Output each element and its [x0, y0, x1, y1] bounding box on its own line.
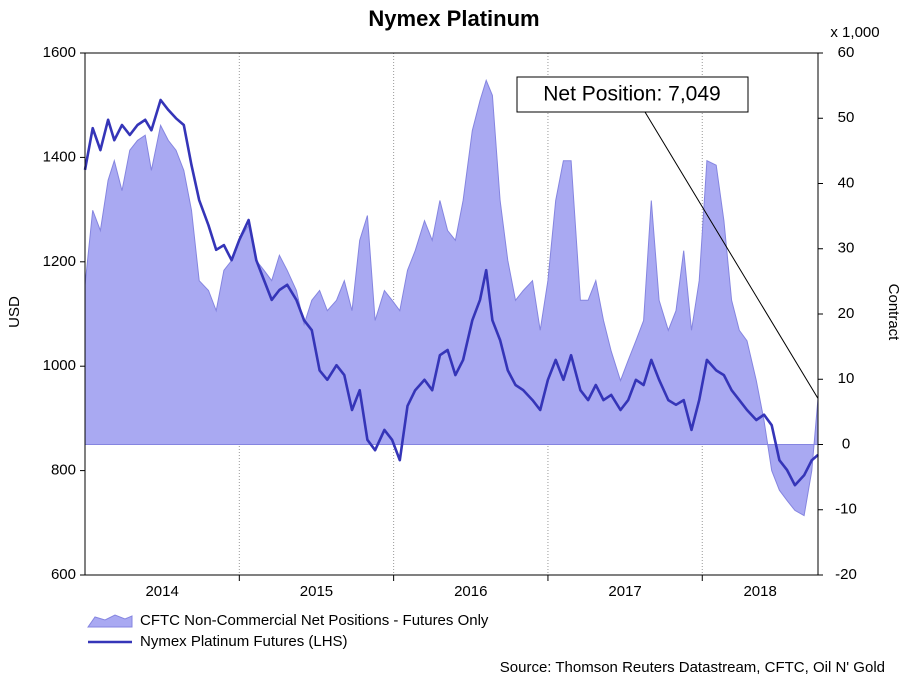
y2-tick-label: 60 [838, 44, 855, 61]
y2-unit: x 1,000 [830, 24, 879, 41]
y2-tick-label: -10 [835, 501, 857, 518]
y2-tick-label: 20 [838, 305, 855, 322]
y-tick-label: 1400 [43, 148, 76, 165]
x-tick-label: 2018 [743, 583, 776, 600]
y-tick-label: 1000 [43, 357, 76, 374]
source: Source: Thomson Reuters Datastream, CFTC… [500, 659, 885, 676]
y2-axis-label: Contract [885, 284, 902, 342]
y2-tick-label: 40 [838, 174, 855, 191]
legend-label: Nymex Platinum Futures (LHS) [140, 633, 348, 650]
y2-tick-label: 0 [842, 435, 850, 452]
y-tick-label: 600 [51, 566, 76, 583]
y-tick-label: 800 [51, 462, 76, 479]
line [83, 98, 819, 487]
x-tick-label: 2015 [300, 583, 333, 600]
y2-tick-label: 10 [838, 370, 855, 387]
annotation-leader [644, 111, 819, 399]
x-tick-label: 2014 [145, 583, 178, 600]
chart-title: Nymex Platinum [368, 6, 539, 31]
y2-tick-label: 50 [838, 109, 855, 126]
y-axis-label: USD [6, 296, 23, 328]
annotation-box [516, 76, 749, 113]
area [84, 78, 819, 517]
x-tick-label: 2016 [454, 583, 487, 600]
y2-tick-label: -20 [835, 566, 857, 583]
legend-label: CFTC Non-Commercial Net Positions - Futu… [140, 612, 489, 629]
y2-tick-label: 30 [838, 240, 855, 257]
legend-swatch [87, 614, 133, 628]
annotation: Net Position: 7,049 [543, 83, 720, 106]
y-tick-label: 1600 [43, 44, 76, 61]
y-tick-label: 1200 [43, 253, 76, 270]
x-tick-label: 2017 [608, 583, 641, 600]
